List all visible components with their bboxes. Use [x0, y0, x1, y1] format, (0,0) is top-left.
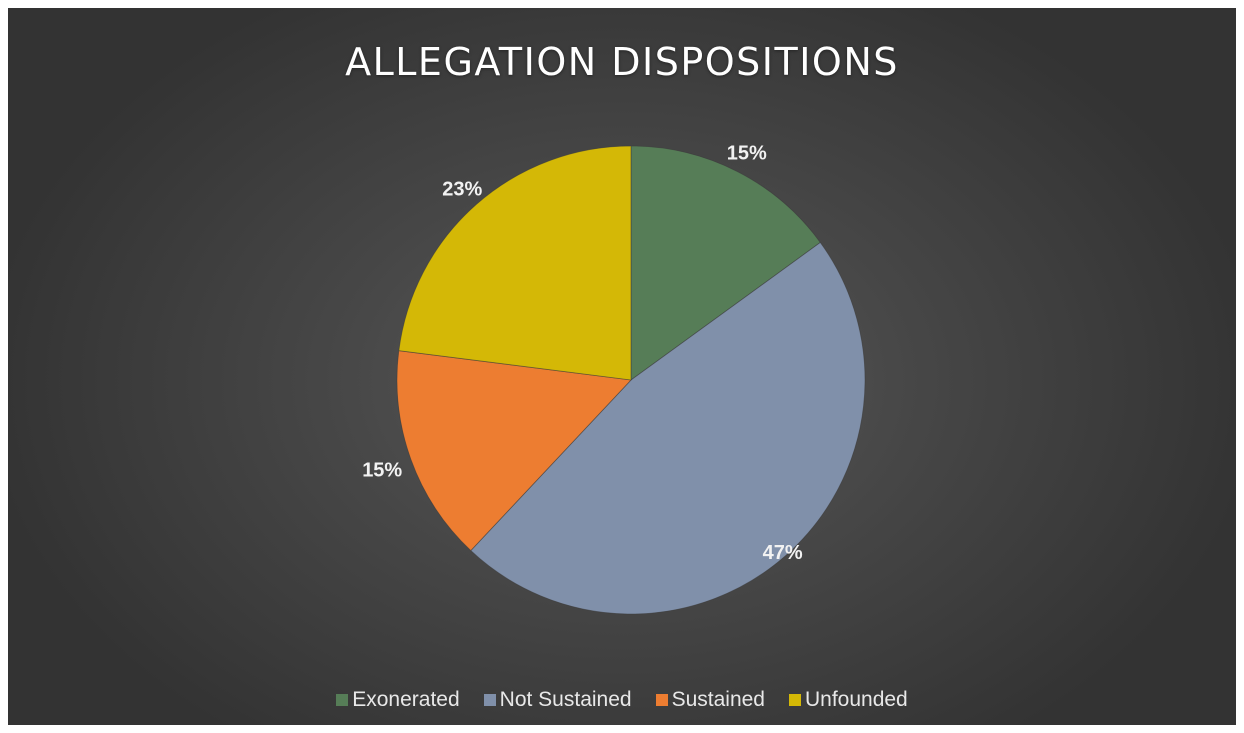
legend-swatch: [655, 694, 668, 706]
pie-slice-not-sustained: [470, 241, 866, 615]
data-label-not-sustained: 47%: [763, 542, 803, 564]
pie-chart: 15% 47% 15% 23%: [362, 143, 866, 615]
legend-swatch: [336, 694, 349, 706]
chart-title: ALLEGATION DISPOSITIONS: [345, 40, 899, 84]
legend-label: Exonerated: [352, 688, 460, 711]
pie-slice-sustained: [396, 350, 632, 552]
legend: Exonerated Not Sustained Sustained Unfounde…: [8, 688, 1236, 712]
chart-area: ALLEGATION DISPOSITIONS 15% 47% 15% 23% Exo…: [8, 8, 1236, 725]
legend-swatch: [483, 694, 496, 706]
data-label-sustained: 15%: [362, 460, 402, 482]
legend-item-sustained: Sustained: [655, 688, 765, 712]
legend-label: Sustained: [671, 688, 765, 711]
data-label-unfounded: 23%: [442, 179, 482, 201]
legend-label: Unfounded: [804, 688, 908, 711]
pie-slice-exonerated: [630, 145, 821, 381]
legend-label: Not Sustained: [499, 688, 632, 711]
data-label-exonerated: 15%: [727, 143, 767, 165]
legend-item-not-sustained: Not Sustained: [483, 688, 632, 712]
legend-item-exonerated: Exonerated: [336, 688, 460, 712]
pie-slice-unfounded: [398, 145, 632, 381]
legend-item-unfounded: Unfounded: [788, 688, 908, 712]
legend-swatch: [788, 694, 801, 706]
